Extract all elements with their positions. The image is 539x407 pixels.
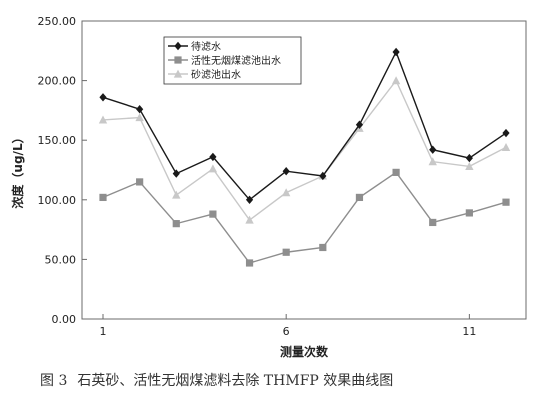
x-axis: 1 6 11 [100, 314, 476, 338]
series-line [102, 79, 507, 222]
data-point [319, 171, 327, 181]
x-axis-label: 测量次数 [280, 344, 329, 359]
data-point [245, 215, 254, 224]
data-point [99, 93, 107, 102]
data-point [208, 164, 218, 173]
y-tick-label: 200.00 [38, 75, 77, 88]
y-tick-label: 150.00 [38, 134, 77, 147]
data-point [245, 195, 254, 204]
legend-label: 砂滤池出水 [191, 68, 241, 81]
data-point [136, 105, 144, 114]
data-point [135, 113, 144, 122]
x-tick-label: 11 [462, 325, 476, 338]
data-point [282, 166, 290, 176]
data-point [209, 152, 217, 162]
data-point [501, 142, 511, 151]
plot-frame [81, 20, 527, 320]
caption-label: 图 3 [40, 373, 68, 389]
data-point [136, 178, 144, 186]
y-tick-label: 100.00 [38, 194, 77, 207]
series-group [98, 47, 511, 267]
data-point [172, 220, 180, 228]
data-point [465, 209, 473, 217]
data-point [172, 169, 180, 178]
data-point [282, 248, 290, 256]
data-point [98, 115, 108, 124]
series-3 [98, 76, 511, 224]
data-point [392, 47, 400, 57]
data-point [319, 243, 327, 252]
data-point [99, 193, 107, 202]
data-point [281, 188, 291, 197]
data-point [245, 259, 254, 267]
series-1 [99, 47, 510, 204]
data-point [502, 198, 510, 206]
legend-label: 待滤水 [191, 40, 221, 53]
caption-text: 石英砂、活性无烟煤滤料去除 THMFP 效果曲线图 [77, 373, 394, 389]
figure-caption: 图 3 石英砂、活性无烟煤滤料去除 THMFP 效果曲线图 [40, 370, 403, 390]
data-point [209, 210, 217, 218]
series-line [102, 171, 507, 264]
data-point [465, 153, 473, 163]
x-tick-label: 6 [283, 325, 290, 338]
y-axis: 0.00 50.00 100.00 150.00 200.00 250.00 [38, 15, 87, 326]
data-point [429, 145, 437, 154]
data-point [355, 120, 364, 129]
data-point [465, 162, 474, 171]
legend-marker [174, 56, 182, 64]
y-tick-label: 50.00 [45, 253, 77, 266]
y-axis-label: 浓度（ug/L） [10, 131, 25, 208]
data-point [502, 128, 510, 138]
data-point [355, 193, 364, 202]
legend-marker [173, 69, 183, 78]
data-point [429, 218, 437, 227]
data-point [172, 190, 181, 199]
data-point [428, 157, 437, 166]
legend-marker [174, 41, 182, 51]
series-line [102, 50, 507, 201]
y-tick-label: 250.00 [38, 15, 77, 28]
legend-label: 活性无烟煤滤池出水 [191, 54, 281, 67]
y-tick-label: 0.00 [52, 313, 77, 326]
series-2 [99, 168, 510, 267]
data-point [391, 76, 401, 85]
x-tick-label: 1 [100, 325, 107, 338]
data-point [392, 168, 400, 176]
